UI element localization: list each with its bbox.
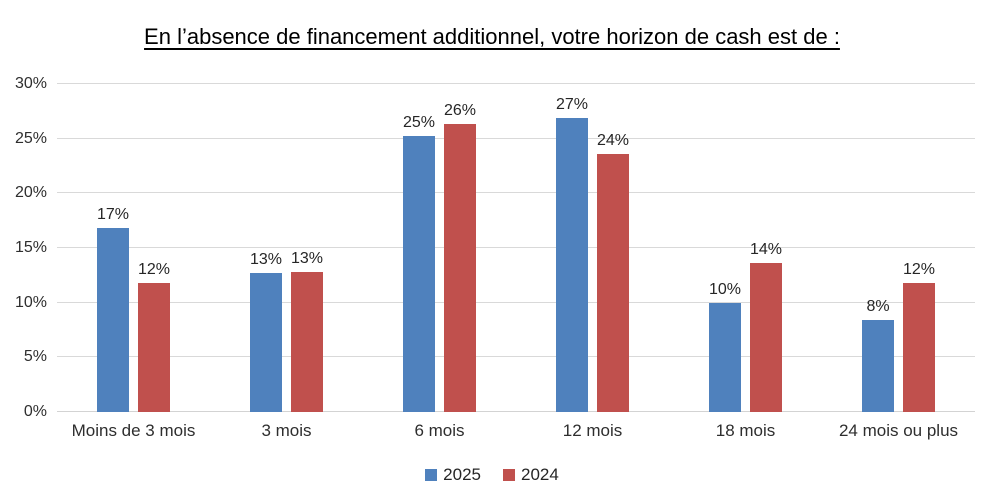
bar-group: 8% 12% — [862, 84, 935, 412]
bar-wrap-2025: 13% — [250, 84, 282, 412]
bar-2024 — [138, 283, 170, 412]
y-tick-label: 0% — [23, 403, 47, 420]
data-label-2024: 24% — [596, 131, 630, 149]
legend-item-2024: 2024 — [503, 465, 559, 485]
legend-swatch-2025 — [425, 469, 438, 481]
y-tick-label: 30% — [14, 75, 47, 92]
plot-area: 17% 12% 13% 13% 25% 26% 27% 24% 10% 14% 8% 12% — [57, 83, 975, 412]
data-label-2024: 12% — [902, 261, 936, 278]
x-axis-label: Moins de 3 mois — [71, 421, 196, 440]
x-axis-label: 12 mois — [562, 421, 623, 440]
bar-2024 — [291, 272, 323, 412]
bar-wrap-2024: 12% — [903, 84, 935, 412]
data-label-2025: 10% — [708, 280, 742, 298]
bar-wrap-2025: 8% — [862, 84, 894, 412]
data-label-2025: 8% — [866, 298, 890, 316]
y-tick-label: 5% — [23, 348, 47, 366]
x-axis: Moins de 3 mois 3 mois 6 mois 12 mois 18 moi… — [57, 421, 975, 441]
data-label-2025: 27% — [555, 95, 589, 113]
y-axis: 0% 5% 10% 15% 20% 25% 30% — [0, 75, 47, 420]
y-tick-label: 20% — [14, 184, 47, 202]
bar-wrap-2024: 24% — [597, 84, 629, 412]
legend-item-2025: 2025 — [425, 465, 481, 485]
chart-title-text: En l’absence de financement additionnel,… — [144, 24, 840, 49]
data-label-2024: 26% — [443, 102, 477, 120]
x-axis-label: 3 mois — [261, 421, 312, 440]
x-axis-label: 6 mois — [414, 421, 465, 440]
bar-wrap-2025: 25% — [403, 84, 435, 412]
legend-label-2025: 2025 — [443, 465, 481, 484]
bar-wrap-2024: 12% — [138, 84, 170, 412]
bar-wrap-2024: 14% — [750, 84, 782, 412]
gridline — [57, 192, 975, 194]
bar-2025 — [709, 302, 741, 412]
data-label-2024: 13% — [290, 250, 324, 268]
data-label-2025: 13% — [249, 251, 283, 269]
bar-group: 10% 14% — [709, 84, 782, 412]
gridline — [57, 247, 975, 248]
x-axis-line — [57, 411, 975, 412]
data-label-2024: 12% — [137, 261, 171, 278]
bar-group: 25% 26% — [403, 84, 476, 412]
bar-2024 — [903, 283, 935, 412]
bar-wrap-2024: 26% — [444, 84, 476, 412]
data-label-2024: 14% — [749, 241, 783, 259]
gridline — [57, 83, 975, 84]
bar-2025 — [556, 117, 588, 412]
bar-group: 17% 12% — [97, 84, 170, 412]
bar-2024 — [750, 263, 782, 412]
data-label-2025: 17% — [96, 206, 130, 224]
bar-group: 13% 13% — [250, 84, 323, 412]
bar-wrap-2025: 17% — [97, 84, 129, 412]
bar-2025 — [862, 320, 894, 412]
legend-swatch-2024 — [503, 469, 515, 481]
bar-wrap-2024: 13% — [291, 84, 323, 412]
gridline — [57, 356, 975, 358]
data-label-2025: 25% — [402, 114, 436, 132]
x-axis-label: 18 mois — [715, 421, 776, 440]
bar-wrap-2025: 10% — [709, 84, 741, 412]
x-axis-label: 24 mois ou plus — [838, 421, 959, 440]
legend: 2025 2024 — [0, 465, 984, 485]
bar-group: 27% 24% — [556, 84, 629, 412]
gridline — [57, 137, 975, 139]
bar-2024 — [597, 153, 629, 412]
gridline — [57, 301, 975, 303]
legend-label-2024: 2024 — [521, 465, 559, 484]
y-tick-label: 10% — [14, 293, 47, 311]
bar-2025 — [250, 273, 282, 412]
y-tick-label: 25% — [14, 129, 47, 147]
y-tick-label: 15% — [14, 239, 47, 256]
chart-title: En l’absence de financement additionnel,… — [0, 24, 984, 50]
bar-groups: 17% 12% 13% 13% 25% 26% 27% 24% 10% 14% 8% 12% — [57, 84, 975, 412]
bar-2024 — [444, 124, 476, 412]
bar-2025 — [403, 136, 435, 412]
bar-2025 — [97, 228, 129, 412]
bar-wrap-2025: 27% — [556, 84, 588, 412]
